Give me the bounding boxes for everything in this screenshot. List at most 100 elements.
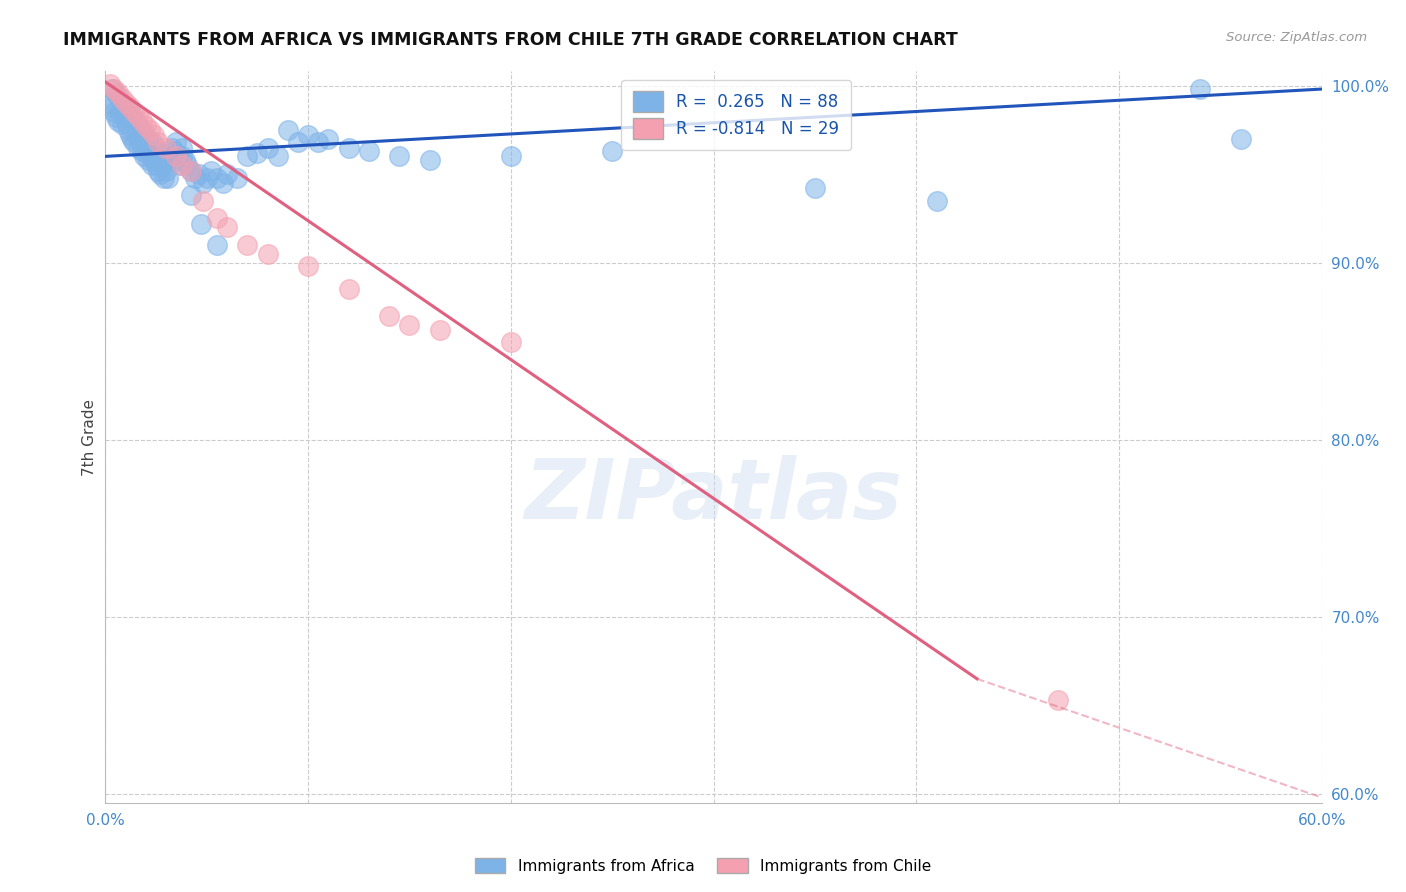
Point xyxy=(256,140,278,154)
Point xyxy=(267,149,290,163)
Point xyxy=(172,140,194,154)
Legend: R =  0.265   N = 88, R = -0.814   N = 29: R = 0.265 N = 88, R = -0.814 N = 29 xyxy=(621,79,851,151)
Point xyxy=(129,135,152,149)
Point xyxy=(1229,131,1251,145)
Point xyxy=(136,131,159,145)
Point xyxy=(180,163,202,178)
Point xyxy=(114,96,136,111)
Point xyxy=(111,118,134,132)
Point xyxy=(165,135,187,149)
Point xyxy=(114,116,136,130)
Point xyxy=(187,167,209,181)
Point xyxy=(297,128,319,142)
Point xyxy=(163,144,186,158)
Point xyxy=(139,123,162,137)
Point xyxy=(159,149,181,163)
Point xyxy=(112,111,135,125)
Point xyxy=(499,335,522,350)
Point xyxy=(143,153,166,167)
Point xyxy=(155,163,177,178)
Point xyxy=(190,217,212,231)
Point xyxy=(172,158,194,172)
Point xyxy=(165,149,187,163)
Point xyxy=(155,140,177,154)
Point xyxy=(121,131,143,145)
Point xyxy=(925,194,948,208)
Text: ZIPatlas: ZIPatlas xyxy=(524,455,903,536)
Point xyxy=(104,87,127,102)
Point xyxy=(165,153,187,167)
Point xyxy=(98,77,121,91)
Point xyxy=(173,153,195,167)
Point xyxy=(112,100,135,114)
Point xyxy=(103,82,125,96)
Point xyxy=(236,238,259,252)
Point xyxy=(318,131,340,145)
Point xyxy=(162,140,184,154)
Point xyxy=(127,140,149,154)
Point xyxy=(804,181,827,195)
Point xyxy=(122,135,145,149)
Point xyxy=(157,153,180,167)
Point xyxy=(150,158,173,172)
Point xyxy=(129,121,152,136)
Point xyxy=(337,282,360,296)
Point xyxy=(169,158,191,172)
Point xyxy=(499,149,522,163)
Point xyxy=(183,170,205,185)
Text: IMMIGRANTS FROM AFRICA VS IMMIGRANTS FROM CHILE 7TH GRADE CORRELATION CHART: IMMIGRANTS FROM AFRICA VS IMMIGRANTS FRO… xyxy=(63,31,957,49)
Point xyxy=(191,176,214,190)
Point xyxy=(135,120,157,134)
Point xyxy=(127,109,149,123)
Y-axis label: 7th Grade: 7th Grade xyxy=(82,399,97,475)
Point xyxy=(143,128,166,142)
Point xyxy=(107,114,129,128)
Point xyxy=(108,93,131,107)
Point xyxy=(200,163,222,178)
Point xyxy=(118,100,141,114)
Point xyxy=(131,144,153,158)
Point xyxy=(125,114,148,128)
Point xyxy=(146,163,169,178)
Point xyxy=(1189,82,1212,96)
Point xyxy=(180,188,202,202)
Text: Source: ZipAtlas.com: Source: ZipAtlas.com xyxy=(1226,31,1367,45)
Point xyxy=(100,82,122,96)
Point xyxy=(135,140,157,154)
Point xyxy=(600,144,623,158)
Point xyxy=(277,123,299,137)
Point xyxy=(132,149,155,163)
Point xyxy=(246,145,269,160)
Point xyxy=(145,158,167,172)
Point xyxy=(141,135,163,149)
Point xyxy=(117,103,139,118)
Point xyxy=(307,135,329,149)
Point xyxy=(122,105,145,120)
Point xyxy=(118,128,141,142)
Point xyxy=(191,194,214,208)
Point xyxy=(287,135,309,149)
Point xyxy=(100,100,122,114)
Point xyxy=(172,149,194,163)
Point xyxy=(121,109,143,123)
Point xyxy=(419,153,441,167)
Point xyxy=(226,170,249,185)
Point xyxy=(176,158,198,172)
Point xyxy=(131,114,153,128)
Point xyxy=(104,111,127,125)
Point xyxy=(398,318,420,332)
Point xyxy=(378,309,401,323)
Point xyxy=(149,145,172,160)
Point xyxy=(205,211,228,226)
Legend: Immigrants from Africa, Immigrants from Chile: Immigrants from Africa, Immigrants from … xyxy=(468,852,938,880)
Point xyxy=(157,170,180,185)
Point xyxy=(297,259,319,273)
Point xyxy=(212,176,235,190)
Point xyxy=(388,149,411,163)
Point xyxy=(111,91,134,105)
Point xyxy=(141,158,163,172)
Point xyxy=(205,238,228,252)
Point xyxy=(153,170,176,185)
Point xyxy=(125,128,148,142)
Point xyxy=(153,149,176,163)
